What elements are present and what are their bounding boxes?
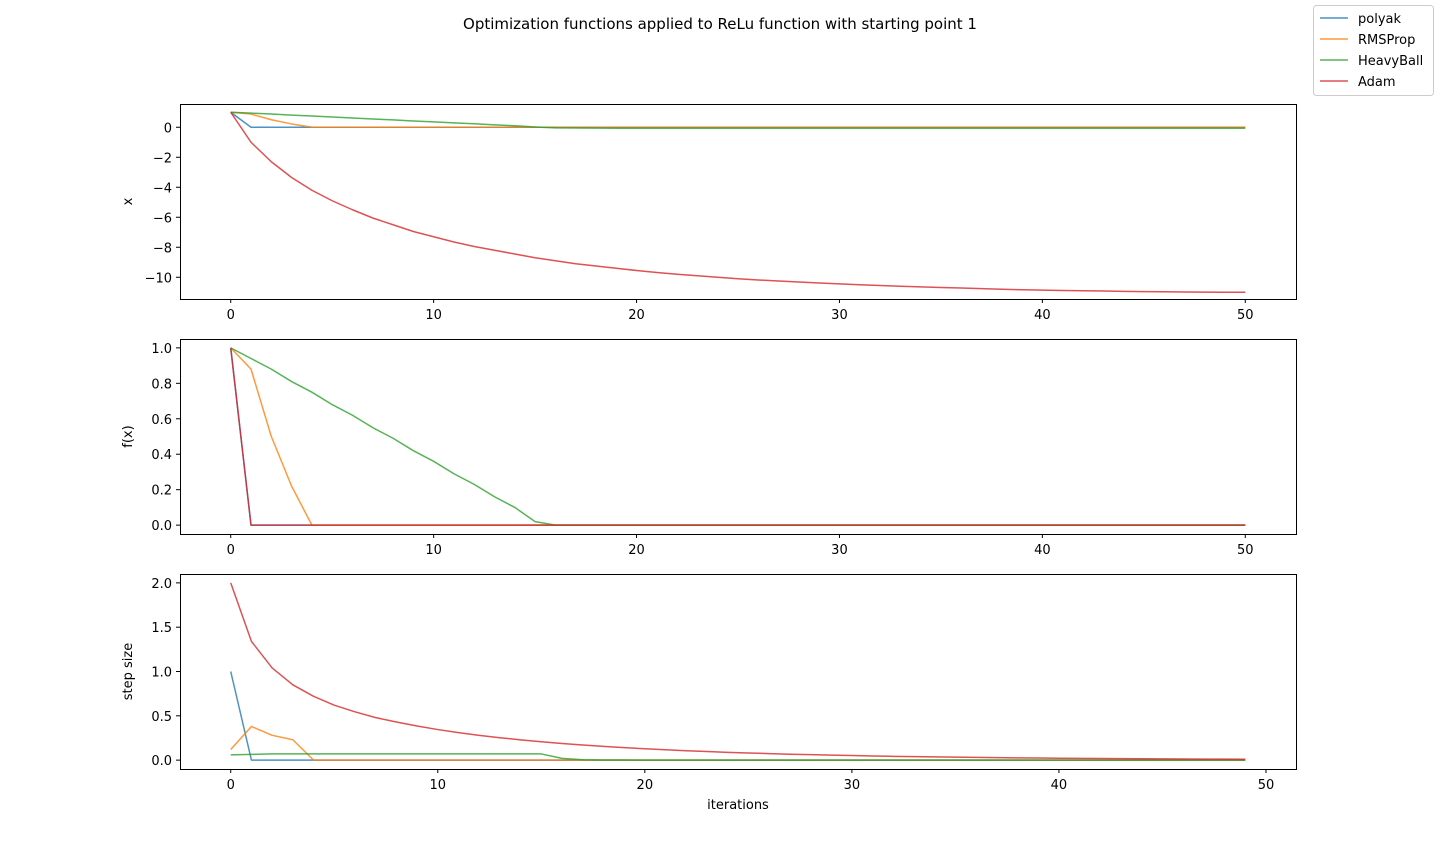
y-tick-label: 0.0 bbox=[151, 519, 172, 534]
x-tick-label: 20 bbox=[637, 778, 654, 793]
x-tick-label: 50 bbox=[1237, 308, 1254, 323]
y-tick-label: −4 bbox=[153, 181, 172, 196]
series-line-heavyball bbox=[230, 753, 1246, 761]
x-tick-label: 30 bbox=[831, 308, 848, 323]
y-tick-label: −2 bbox=[153, 151, 172, 166]
series-line-rmsprop bbox=[230, 725, 1246, 761]
y-tick-label: 0.5 bbox=[151, 710, 172, 725]
series-line-adam bbox=[229, 347, 1246, 526]
y-tick-label: 0.6 bbox=[151, 413, 172, 428]
legend-label-polyak: polyak bbox=[1358, 12, 1401, 27]
x-tick-label: 50 bbox=[1237, 543, 1254, 558]
series-line-polyak bbox=[229, 671, 1246, 761]
x-tick-label: 20 bbox=[628, 543, 645, 558]
series-line-adam bbox=[230, 111, 1246, 293]
x-tick-label: 0 bbox=[227, 778, 235, 793]
x-axis-label: iterations bbox=[707, 798, 769, 813]
x-tick-label: 0 bbox=[227, 308, 235, 323]
x-tick-label: 40 bbox=[1051, 778, 1068, 793]
y-tick-label: −10 bbox=[145, 271, 172, 286]
legend-label-rmsprop: RMSProp bbox=[1358, 33, 1415, 48]
y-tick-label: 2.0 bbox=[151, 577, 172, 592]
y-tick-label: −6 bbox=[153, 211, 172, 226]
y-tick-label: 0.2 bbox=[151, 484, 172, 499]
figure-title: Optimization functions applied to ReLu f… bbox=[463, 15, 977, 33]
y-tick-label: 1.0 bbox=[151, 342, 172, 357]
legend-label-heavyball: HeavyBall bbox=[1358, 54, 1423, 69]
y-tick-label: 1.0 bbox=[151, 666, 172, 681]
x-tick-label: 0 bbox=[227, 543, 235, 558]
x-tick-label: 40 bbox=[1034, 543, 1051, 558]
x-tick-label: 40 bbox=[1034, 308, 1051, 323]
x-tick-label: 20 bbox=[628, 308, 645, 323]
x-tick-label: 10 bbox=[425, 308, 442, 323]
legend: polyak RMSProp HeavyBall Adam bbox=[1313, 5, 1434, 96]
y-tick-label: 1.5 bbox=[151, 621, 172, 636]
axes-frame bbox=[180, 574, 1297, 770]
axes-frame bbox=[180, 104, 1297, 300]
y-tick-label: −8 bbox=[153, 241, 172, 256]
legend-label-adam: Adam bbox=[1358, 75, 1396, 90]
series-line-heavyball bbox=[230, 347, 1246, 526]
x-panel: 0 10 20 30 40 50 0 −2 −4 −6 −8 −10 x bbox=[121, 104, 1297, 323]
legend-box bbox=[1313, 5, 1434, 96]
y-tick-label: 0.0 bbox=[151, 754, 172, 769]
series-line-heavyball bbox=[230, 111, 1246, 130]
series-line-polyak bbox=[229, 347, 1246, 526]
y-tick-label: 0.4 bbox=[151, 448, 172, 463]
step-size-panel: 0 10 20 30 40 50 0.0 0.5 1.0 1.5 2.0 step size itera… bbox=[121, 574, 1297, 813]
x-tick-label: 10 bbox=[430, 778, 447, 793]
x-tick-label: 10 bbox=[425, 543, 442, 558]
fx-panel: 0 10 20 30 40 50 0.0 0.2 0.4 0.6 0.8 1.0 f(x) bbox=[121, 339, 1297, 558]
y-axis-label: f(x) bbox=[121, 425, 136, 447]
axes-frame bbox=[180, 339, 1297, 535]
x-tick-label: 30 bbox=[844, 778, 861, 793]
y-tick-label: 0.8 bbox=[151, 377, 172, 392]
series-line-rmsprop bbox=[230, 111, 1246, 128]
y-tick-label: 0 bbox=[164, 121, 172, 136]
series-line-adam bbox=[230, 582, 1246, 760]
series-line-rmsprop bbox=[230, 347, 1246, 526]
y-axis-label: step size bbox=[121, 643, 136, 700]
x-tick-label: 50 bbox=[1258, 778, 1275, 793]
y-axis-label: x bbox=[121, 197, 136, 205]
x-tick-label: 30 bbox=[831, 543, 848, 558]
